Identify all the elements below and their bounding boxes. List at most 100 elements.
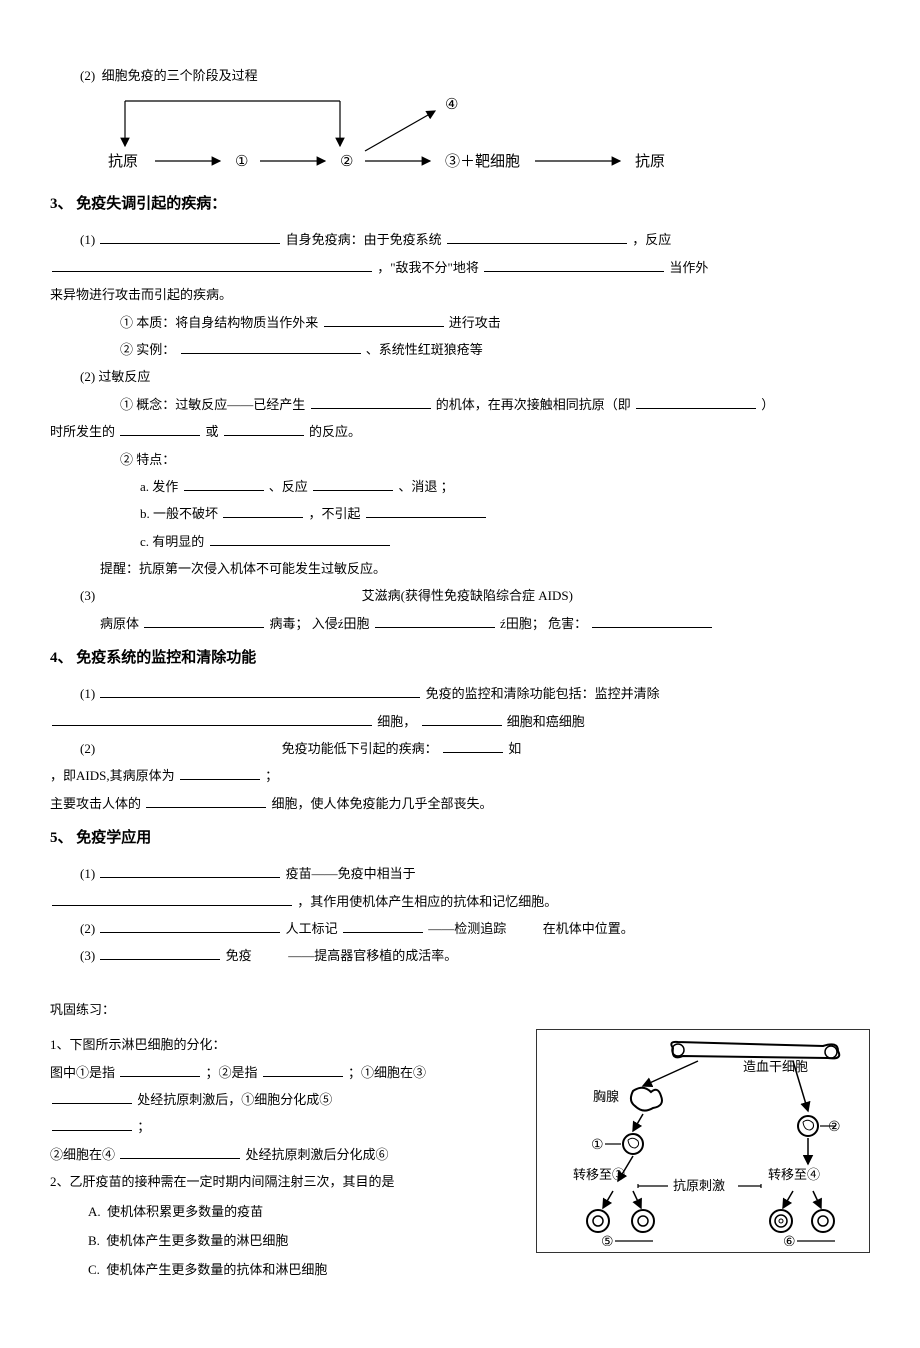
blank[interactable] — [120, 421, 200, 436]
letter-c: C. — [88, 1262, 100, 1277]
blank[interactable] — [311, 394, 431, 409]
txt: 如 — [508, 741, 521, 756]
txt: ；②是指 — [206, 1065, 258, 1080]
blank[interactable] — [592, 613, 712, 628]
s3-i2-num: (2) — [80, 369, 95, 384]
svg-text:④: ④ — [445, 97, 458, 113]
blank[interactable] — [224, 421, 304, 436]
reminder-text: 提醒：抗原第一次侵入机体不可能发生过敏反应。 — [50, 557, 870, 580]
blank[interactable] — [100, 229, 280, 244]
sub2-num: ② — [120, 342, 133, 357]
txt: ，其作用使机体产生相应的抗体和记忆细胞。 — [297, 894, 557, 909]
txt: 在机体中位置。 — [543, 921, 634, 936]
s5-i3-num: (3) — [80, 948, 95, 963]
txt: 特点： — [136, 452, 175, 467]
blank[interactable] — [144, 613, 264, 628]
blank[interactable] — [120, 1144, 240, 1159]
txt: 细胞，使人体免疫能力几乎全部丧失。 — [272, 796, 493, 811]
txt: 艾滋病(获得性免疫缺陷综合症 AIDS) — [362, 588, 573, 603]
svg-text:抗原: 抗原 — [635, 153, 665, 170]
blank[interactable] — [100, 863, 280, 878]
blank[interactable] — [184, 476, 264, 491]
svg-text:胸腺: 胸腺 — [593, 1089, 619, 1104]
blank[interactable] — [366, 503, 486, 518]
exercises-title: 巩固练习： — [50, 998, 870, 1021]
txt: 有明显的 — [152, 534, 204, 549]
s3-i3-num: (3) — [80, 588, 95, 603]
blank[interactable] — [100, 945, 220, 960]
txt: ，不引起 — [309, 506, 361, 521]
blank[interactable] — [100, 683, 420, 698]
txt: 免疫 — [226, 948, 252, 963]
blank[interactable] — [181, 339, 361, 354]
txt: ，"敌我不分"地将 — [377, 260, 479, 275]
txt: 细胞， — [377, 714, 416, 729]
txt: 概念：过敏反应——已经产生 — [136, 397, 305, 412]
blank[interactable] — [313, 476, 393, 491]
txt: 主要攻击人体的 — [50, 796, 141, 811]
s5-i1-num: (1) — [80, 866, 95, 881]
svg-text:抗原: 抗原 — [108, 153, 138, 170]
blank[interactable] — [636, 394, 756, 409]
txt: ，即AIDS,其病原体为 — [50, 768, 175, 783]
blank[interactable] — [52, 257, 372, 272]
blank[interactable] — [375, 613, 495, 628]
blank[interactable] — [324, 312, 444, 327]
lymphocyte-diagram: 造血干细胞 胸腺 ① ② 转移至③ 转移至④ — [536, 1029, 870, 1253]
svg-text:③＋靶细胞: ③＋靶细胞 — [445, 153, 520, 170]
letter-a: A. — [88, 1204, 101, 1219]
sub2-title: 细胞免疫的三个阶段及过程 — [102, 68, 258, 83]
svg-text:⑤: ⑤ — [601, 1235, 614, 1246]
svg-text:⑥: ⑥ — [783, 1235, 796, 1246]
txt: 图中①是指 — [50, 1065, 115, 1080]
q1-num: 1、下图所示淋巴细胞的分化： — [50, 1033, 526, 1056]
blank[interactable] — [52, 891, 292, 906]
blank[interactable] — [343, 918, 423, 933]
txt: 时所发生的 — [50, 424, 115, 439]
c-num: c. — [140, 534, 149, 549]
blank[interactable] — [180, 765, 260, 780]
blank[interactable] — [263, 1062, 343, 1077]
txt: 病原体 — [100, 616, 139, 631]
txt: 、消退 — [398, 479, 437, 494]
txt: ； — [137, 1119, 150, 1134]
optB: 使机体产生更多数量的淋巴细胞 — [106, 1233, 288, 1248]
blank[interactable] — [223, 503, 303, 518]
blank[interactable] — [484, 257, 664, 272]
txt: ź田胞； 危害： — [500, 616, 587, 631]
svg-text:①: ① — [235, 154, 248, 170]
blank[interactable] — [100, 918, 280, 933]
txt: ――提高器官移植的成活率。 — [288, 948, 457, 963]
section3-title: 3、 免疫失调引起的疾病： — [50, 191, 870, 218]
letter-b: B. — [88, 1233, 100, 1248]
txt: 一般不破坏 — [153, 506, 218, 521]
txt: 处经抗原刺激后，①细胞分化成⑤ — [137, 1092, 332, 1107]
svg-text:转移至④: 转移至④ — [768, 1167, 820, 1182]
txt: 的机体，在再次接触相同抗原（即 — [436, 397, 631, 412]
q2-num: 2、乙肝疫苗的接种需在一定时期内间隔注射三次，其目的是 — [50, 1170, 526, 1193]
blank[interactable] — [52, 711, 372, 726]
txt: 本质：将自身结构物质当作外来 — [136, 315, 318, 330]
blank[interactable] — [447, 229, 627, 244]
txt: 当作外 — [669, 260, 708, 275]
blank[interactable] — [52, 1116, 132, 1131]
txt: 过敏反应 — [98, 369, 150, 384]
svg-text:②: ② — [340, 154, 353, 170]
a-num: a. — [140, 479, 149, 494]
txt: ） — [761, 397, 774, 412]
txt: ――检测追踪 — [428, 921, 506, 936]
txt: 实例： — [136, 342, 175, 357]
blank[interactable] — [120, 1062, 200, 1077]
optA: 使机体积累更多数量的疫苗 — [107, 1204, 263, 1219]
num: ② — [120, 452, 133, 467]
blank[interactable] — [146, 793, 266, 808]
num: ① — [120, 397, 133, 412]
txt: ； — [265, 768, 278, 783]
blank[interactable] — [422, 711, 502, 726]
txt: 免疫的监控和清除功能包括：监控并清除 — [426, 686, 660, 701]
blank[interactable] — [443, 738, 503, 753]
blank[interactable] — [52, 1089, 132, 1104]
txt: 处经抗原刺激后分化成⑥ — [246, 1147, 389, 1162]
blank[interactable] — [210, 531, 390, 546]
s4-i2-num: (2) — [80, 741, 95, 756]
